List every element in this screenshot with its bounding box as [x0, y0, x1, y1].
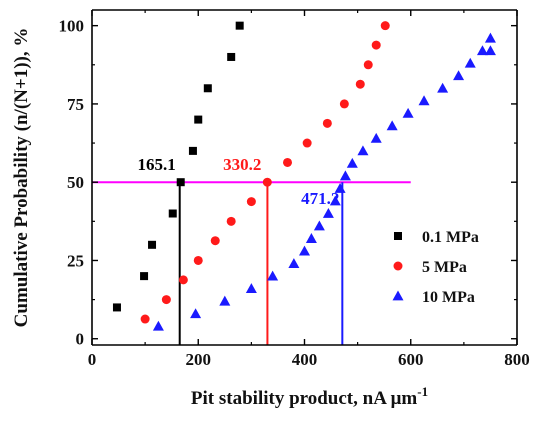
legend-label-2: 5 MPa: [422, 259, 467, 276]
point-square-6: [188, 146, 197, 155]
point-triangle-19: [418, 95, 430, 106]
y-tick-label-50: 50: [67, 173, 84, 192]
point-circle-12: [339, 99, 349, 109]
point-triangle-2: [190, 308, 202, 319]
point-triangle-5: [267, 270, 279, 281]
point-circle-2: [161, 295, 171, 305]
point-circle-13: [355, 79, 365, 89]
point-triangle-12: [334, 182, 346, 193]
point-circle-9: [283, 157, 292, 167]
point-triangle-3: [219, 295, 231, 306]
y-tick-label-25: 25: [67, 251, 84, 270]
point-circle-3: [178, 275, 188, 285]
point-triangle-20: [437, 82, 449, 93]
point-triangle-24: [484, 32, 496, 43]
point-circle-8: [262, 177, 272, 187]
point-triangle-25: [484, 45, 496, 56]
point-triangle-23: [476, 45, 488, 56]
point-square-2: [140, 272, 149, 281]
y-tick-label-100: 100: [59, 17, 85, 36]
point-triangle-6: [288, 258, 300, 268]
annotation-label-330.2: 330.2: [223, 155, 261, 174]
x-axis-title: Pit stability product, nA μm-1: [191, 384, 428, 409]
point-circle-16: [380, 21, 390, 31]
point-circle-4: [193, 255, 203, 265]
point-triangle-22: [464, 57, 476, 68]
x-tick-label-200: 200: [186, 350, 212, 369]
annotation-label-471.2: 471.2: [301, 189, 339, 208]
point-triangle-16: [370, 132, 382, 143]
point-circle-14: [363, 60, 373, 70]
point-circle-10: [302, 138, 312, 148]
point-square-9: [227, 52, 236, 61]
point-triangle-13: [339, 170, 351, 181]
legend-marker-square: [394, 232, 402, 240]
point-triangle-8: [305, 233, 317, 243]
point-circle-5: [210, 236, 220, 246]
annotation-lines-layer: [92, 181, 411, 345]
axes-layer: 0 200 400 600 800 0 25 50 75 100 Pit stability pro…: [11, 9, 530, 409]
point-circle-7: [246, 197, 256, 207]
y-axis-title: Cumulative Probability (n/(N+1)), %: [11, 28, 32, 328]
point-triangle-15: [357, 145, 369, 156]
point-circle-6: [226, 216, 236, 226]
data-points-layer: [112, 21, 496, 331]
legend-marker-circle: [393, 261, 403, 271]
x-tick-label-400: 400: [292, 350, 318, 369]
point-square-5: [176, 178, 185, 187]
point-triangle-17: [386, 120, 398, 131]
y-tick-label-0: 0: [76, 330, 85, 349]
legend-label-1: 0.1 MPa: [422, 229, 479, 246]
point-triangle-7: [299, 245, 310, 256]
point-circle-11: [322, 118, 332, 128]
point-triangle-4: [245, 283, 257, 294]
x-tick-label-600: 600: [398, 350, 424, 369]
point-square-10: [235, 21, 244, 30]
point-square-4: [168, 209, 177, 218]
labels-layer: 165.1 330.2 471.2: [137, 155, 339, 208]
point-circle-15: [371, 40, 381, 50]
legend: 0.1 MPa 5 MPa 10 MPa: [392, 229, 479, 306]
point-triangle-1: [152, 320, 164, 331]
point-triangle-14: [346, 157, 358, 168]
point-square-7: [194, 115, 203, 124]
x-tick-label-800: 800: [504, 350, 530, 369]
point-triangle-21: [453, 70, 465, 81]
point-square-3: [148, 240, 157, 249]
point-circle-1: [140, 314, 150, 324]
point-triangle-10: [322, 208, 334, 218]
legend-marker-triangle: [392, 290, 404, 301]
legend-label-3: 10 MPa: [422, 289, 475, 306]
point-triangle-18: [402, 107, 414, 118]
y-tick-label-75: 75: [67, 95, 84, 114]
point-triangle-11: [329, 195, 341, 206]
point-square-8: [203, 84, 212, 93]
point-square-1: [112, 303, 121, 312]
x-tick-label-0: 0: [88, 350, 97, 369]
point-triangle-9: [313, 220, 325, 231]
annotation-label-165.1: 165.1: [137, 155, 175, 174]
